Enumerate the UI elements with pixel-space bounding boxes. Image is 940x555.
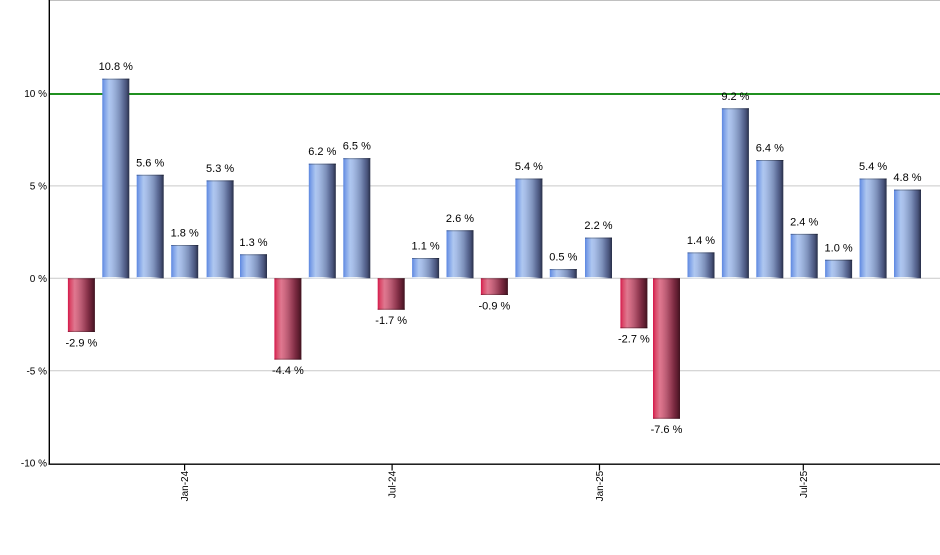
svg-text:5.4 %: 5.4 % <box>859 161 887 173</box>
svg-text:4.8 %: 4.8 % <box>893 172 921 184</box>
svg-text:6.5 %: 6.5 % <box>343 141 371 153</box>
svg-text:-10 %: -10 % <box>21 459 47 470</box>
svg-text:10 %: 10 % <box>24 89 47 100</box>
svg-text:Jul-25: Jul-25 <box>799 470 810 498</box>
svg-text:0.5 %: 0.5 % <box>549 252 577 264</box>
svg-text:Jan-25: Jan-25 <box>595 470 606 501</box>
svg-text:1.4 %: 1.4 % <box>687 235 715 247</box>
svg-text:5.4 %: 5.4 % <box>515 161 543 173</box>
svg-text:6.2 %: 6.2 % <box>308 146 336 158</box>
svg-text:-2.9 %: -2.9 % <box>66 337 98 349</box>
svg-text:1.3 %: 1.3 % <box>239 237 267 249</box>
svg-text:0 %: 0 % <box>30 274 47 285</box>
svg-text:2.6 %: 2.6 % <box>446 213 474 225</box>
svg-text:5.3 %: 5.3 % <box>206 163 234 175</box>
svg-text:-5 %: -5 % <box>26 366 47 377</box>
svg-text:-4.4 %: -4.4 % <box>272 365 304 377</box>
svg-text:-0.9 %: -0.9 % <box>479 300 511 312</box>
svg-text:2.2 %: 2.2 % <box>584 220 612 232</box>
svg-text:-2.7 %: -2.7 % <box>618 334 650 346</box>
svg-text:6.4 %: 6.4 % <box>756 143 784 155</box>
svg-text:-7.6 %: -7.6 % <box>651 424 683 436</box>
svg-text:10.8 %: 10.8 % <box>99 61 133 73</box>
svg-text:5.6 %: 5.6 % <box>136 157 164 169</box>
svg-text:1.8 %: 1.8 % <box>171 228 199 240</box>
svg-text:2.4 %: 2.4 % <box>790 216 818 228</box>
svg-text:5 %: 5 % <box>30 182 47 193</box>
svg-text:1.0 %: 1.0 % <box>825 242 853 254</box>
svg-text:9.2 %: 9.2 % <box>721 91 749 103</box>
svg-text:Jul-24: Jul-24 <box>388 470 399 498</box>
svg-text:-1.7 %: -1.7 % <box>375 315 407 327</box>
svg-text:Jan-24: Jan-24 <box>180 470 191 501</box>
svg-text:1.1 %: 1.1 % <box>412 241 440 253</box>
